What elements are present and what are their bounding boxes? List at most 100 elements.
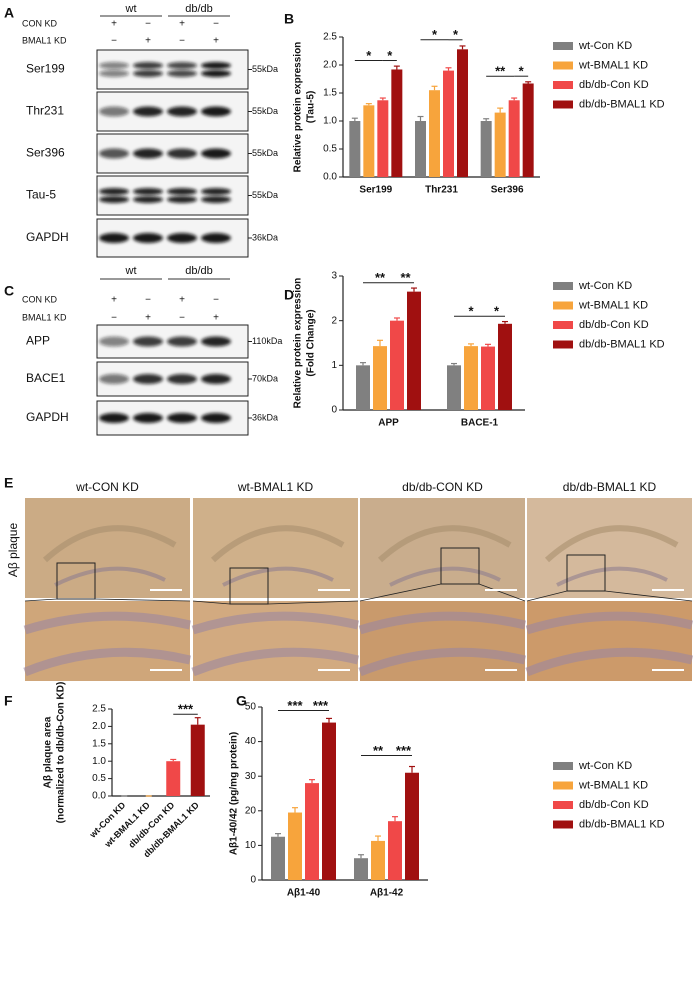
y-tick-label: 0.5	[92, 773, 106, 784]
treatment-label: CON KD	[22, 294, 58, 304]
blot-band	[133, 106, 163, 117]
y-axis-label: (Tau-5)	[306, 91, 317, 124]
hippocampus-layer	[556, 566, 668, 587]
y-tick-label: 0.0	[92, 791, 106, 802]
legend-label: wt-Con KD	[578, 280, 632, 292]
bar	[480, 121, 492, 177]
blot-band	[99, 148, 129, 159]
blot-band	[167, 336, 197, 347]
y-tick-label: 2.5	[92, 704, 106, 715]
blot-band	[201, 106, 231, 117]
bar	[447, 365, 461, 410]
bar	[190, 724, 205, 796]
legend-swatch	[553, 781, 573, 790]
bar	[443, 70, 454, 177]
blot-label: GAPDH	[26, 230, 69, 244]
bar	[371, 840, 385, 880]
blot-band	[133, 62, 163, 69]
treatment-sign: +	[111, 295, 117, 306]
inset-box	[229, 567, 269, 605]
histology-title: db/db-CON KD	[402, 480, 483, 494]
histology-title: wt-BMAL1 KD	[237, 480, 314, 494]
hippocampus-layer	[54, 566, 166, 587]
bar	[271, 836, 285, 880]
bar	[522, 83, 534, 177]
legend-swatch	[553, 801, 573, 809]
bar	[354, 858, 368, 880]
significance-label: *	[387, 48, 393, 63]
blot-label: Thr231	[26, 104, 64, 118]
blot-label: BACE1	[26, 371, 66, 385]
blot-label: Tau-5	[26, 188, 56, 202]
bar	[481, 346, 495, 410]
bar	[305, 783, 319, 880]
blot-frame	[96, 49, 249, 90]
y-tick-label: 0	[331, 405, 337, 416]
significance-label: *	[453, 27, 459, 42]
y-tick-label: 10	[245, 840, 257, 851]
blot-band	[167, 233, 197, 243]
granule-layer	[525, 647, 694, 677]
treatment-sign: −	[213, 295, 219, 306]
legend-label: db/db-BMAL1 KD	[579, 338, 665, 350]
bar	[373, 346, 387, 410]
panel-label: B	[284, 11, 294, 27]
legend-label: db/db-BMAL1 KD	[579, 818, 665, 830]
blot-band	[99, 188, 129, 195]
y-tick-label: 0	[250, 875, 256, 886]
size-label: 55kDa	[252, 64, 278, 74]
blot-band	[201, 70, 231, 77]
y-axis-label: (Fold Change)	[306, 309, 317, 376]
histology-title: db/db-BMAL1 KD	[563, 480, 657, 494]
y-tick-label: 20	[245, 805, 257, 816]
bar	[498, 323, 512, 410]
panel-label: C	[4, 283, 14, 299]
bar	[407, 291, 421, 410]
histology-row-label: Aβ plaque	[6, 523, 20, 578]
panel-label: D	[284, 287, 294, 303]
blot-band	[133, 336, 163, 347]
hippocampus-layer	[42, 525, 177, 563]
x-tick-label: Aβ1-40	[287, 888, 321, 899]
blot-band	[167, 148, 197, 159]
y-tick-label: 40	[245, 736, 257, 747]
group-label: wt	[125, 265, 137, 277]
blot-band	[99, 70, 129, 77]
x-tick-label: APP	[378, 418, 399, 429]
blot-band	[99, 196, 129, 203]
bar	[388, 821, 402, 880]
group-label: db/db	[185, 265, 213, 277]
bar	[390, 320, 404, 410]
size-label: 70kDa	[252, 373, 278, 383]
zoom-line	[192, 600, 231, 605]
histology-image	[193, 498, 358, 598]
y-axis-label: (normalized to db/db-Con KD)	[56, 682, 67, 824]
panel-label: E	[4, 475, 13, 491]
significance-label: ***	[287, 698, 303, 713]
granule-layer	[191, 647, 360, 677]
zoom-line	[526, 590, 568, 602]
blot-band	[133, 413, 163, 423]
bar	[494, 112, 506, 177]
inset-box	[440, 547, 480, 585]
blot-label: GAPDH	[26, 410, 69, 424]
legend-swatch	[553, 42, 573, 50]
legend-swatch	[553, 321, 573, 329]
blot-band	[133, 196, 163, 203]
treatment-sign: −	[213, 19, 219, 30]
inset-box	[56, 562, 96, 600]
treatment-sign: −	[145, 19, 151, 30]
treatment-label: BMAL1 KD	[22, 312, 67, 322]
blot-band	[133, 374, 163, 384]
y-tick-label: 2.0	[323, 60, 337, 71]
y-tick-label: 30	[245, 771, 257, 782]
group-label: db/db	[185, 3, 213, 15]
significance-label: **	[400, 270, 411, 285]
treatment-sign: +	[213, 36, 219, 47]
zoom-line	[359, 583, 442, 602]
legend-swatch	[553, 61, 573, 70]
legend-swatch	[553, 301, 573, 310]
blot-band	[201, 374, 231, 384]
hippocampus-layer	[544, 525, 679, 563]
zoom-line	[604, 590, 693, 602]
